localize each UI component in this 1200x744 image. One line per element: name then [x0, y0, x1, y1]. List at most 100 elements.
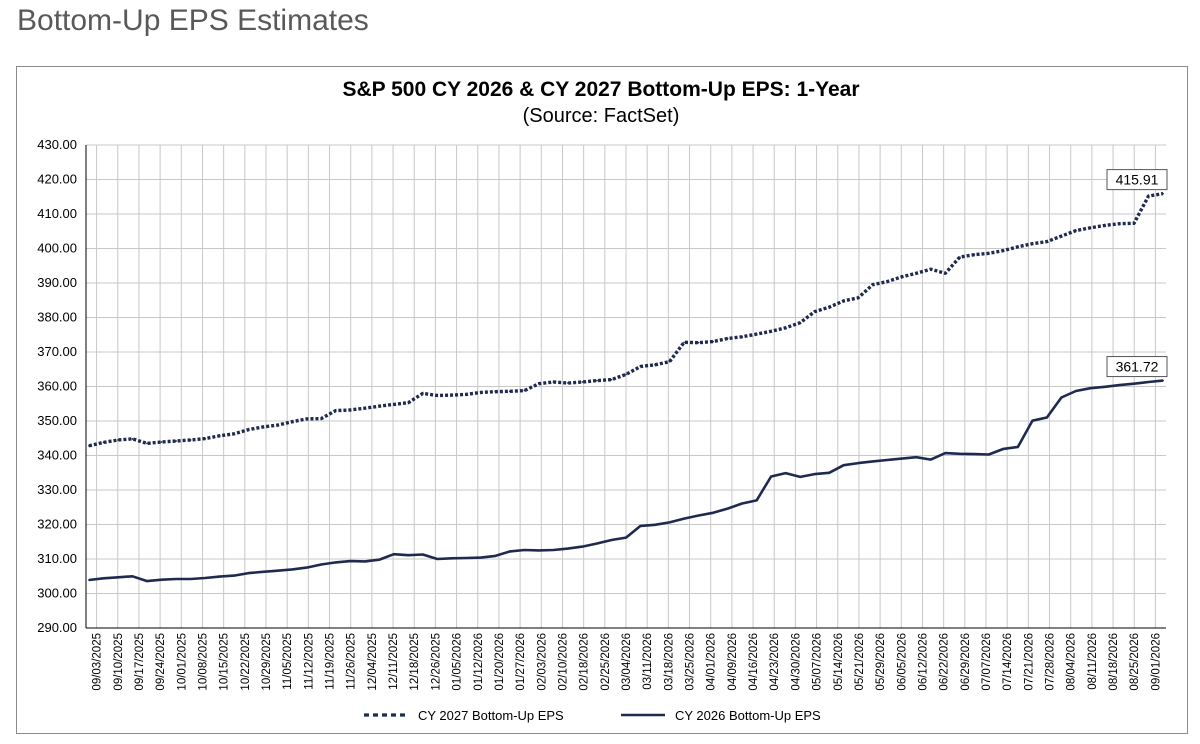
x-tick-label: 10/15/2025 [219, 633, 231, 691]
cy2027-point [276, 424, 279, 427]
cy2027-point [741, 335, 744, 338]
y-tick-label: 390.00 [37, 275, 77, 290]
cy2026-point [436, 558, 439, 560]
x-tick-label: 08/25/2026 [1129, 633, 1141, 691]
cy2027-point [842, 300, 845, 302]
cy2027-point [886, 280, 889, 283]
cy2027-point [146, 442, 148, 445]
y-tick-label: 360.00 [37, 379, 77, 394]
y-tick-label: 410.00 [37, 206, 77, 221]
cy2027-point [320, 417, 323, 420]
x-tick-label: 05/14/2026 [833, 633, 845, 691]
cy2026-point [378, 558, 381, 561]
cy2026-point [944, 452, 947, 454]
cy2026-point [697, 514, 700, 517]
cy2027-point [407, 401, 410, 404]
cy2027-point [160, 441, 163, 443]
x-tick-label: 02/10/2026 [557, 633, 569, 691]
cy2026-point [523, 549, 526, 551]
cy2027-point [596, 379, 598, 382]
cy2026-point [392, 553, 395, 556]
cy2027-point [436, 394, 439, 397]
cy2026-point [421, 553, 424, 556]
cy2026-point [538, 549, 540, 552]
series-lines [88, 191, 1164, 583]
x-tick-label: 01/12/2026 [473, 633, 485, 691]
cy2027-point [871, 283, 874, 286]
page-title: Bottom-Up EPS Estimates [17, 4, 369, 37]
cy2027-point [900, 275, 903, 278]
cy2027-point [1075, 229, 1077, 232]
cy2027-point [1016, 245, 1019, 248]
cy2026-point [1147, 381, 1150, 383]
cy2026-point [770, 475, 773, 478]
cy2027-point [755, 333, 758, 335]
cy2027-point [494, 390, 497, 393]
cy2026-point [842, 464, 845, 467]
cy2026-point [102, 577, 105, 580]
cy2026-point [349, 560, 352, 562]
cy2027-point [929, 268, 932, 271]
cy2027-point [334, 409, 337, 412]
cy2026-point [334, 561, 337, 564]
cy2026-point [1060, 396, 1063, 399]
y-tick-label: 420.00 [37, 172, 77, 187]
x-tick-label: 06/12/2026 [917, 633, 929, 691]
cy2027-point [1104, 224, 1106, 227]
cy2026-point [683, 517, 685, 520]
y-tick-label: 430.00 [37, 137, 77, 152]
cy2026-point [1162, 379, 1164, 382]
cy2027-point [770, 330, 773, 333]
cy2026-point [973, 453, 976, 456]
cy2026-point [262, 570, 265, 573]
x-tick-label: 06/29/2026 [960, 633, 972, 691]
x-tick-label: 06/05/2026 [896, 633, 908, 691]
cy2027-point [1118, 222, 1121, 225]
cy2026-point [407, 554, 410, 557]
cy2027-point [117, 439, 119, 441]
cy2026-point [654, 523, 656, 526]
cy2027-point [1162, 192, 1164, 195]
cy2027-point [349, 409, 352, 411]
cy2026-point [465, 557, 468, 559]
cy2026-point [1075, 390, 1077, 392]
cy2026-point [320, 563, 323, 566]
cy2027-point [218, 434, 221, 437]
cy2027-point [1089, 226, 1092, 229]
cy2026-point [131, 575, 134, 578]
cy2027-point [465, 393, 468, 396]
cy2027-point [247, 428, 250, 431]
legend-label-cy2026: CY 2026 Bottom-Up EPS [675, 708, 821, 723]
x-tick-label: 03/25/2026 [685, 633, 697, 691]
cy2026-point [233, 574, 236, 577]
cy2026-point [218, 575, 221, 578]
cy2026-point [189, 578, 192, 580]
x-tick-label: 09/01/2026 [1150, 633, 1162, 691]
cy2026-point [741, 502, 744, 505]
value-callout-label: 361.72 [1116, 359, 1159, 375]
cy2027-point [712, 340, 714, 343]
chart-subtitle: (Source: FactSet) [523, 105, 680, 127]
cy2026-point [1002, 448, 1005, 450]
cy2027-point [857, 296, 860, 299]
x-tick-label: 04/30/2026 [790, 633, 802, 691]
cy2026-point [712, 511, 714, 514]
cy2027-point [799, 321, 802, 324]
cy2026-point [1133, 382, 1135, 385]
x-tick-label: 01/20/2026 [494, 633, 506, 691]
cy2027-point [625, 373, 627, 376]
cy2026-point [276, 569, 279, 572]
y-tick-label: 340.00 [37, 448, 77, 463]
cy2027-point [654, 363, 656, 366]
cy2026-point [1016, 445, 1019, 448]
cy2027-point [915, 272, 918, 275]
cy2026-point [813, 473, 816, 476]
cy2026-point [799, 475, 802, 478]
cy2026-point [784, 472, 787, 474]
x-tick-label: 05/21/2026 [854, 633, 866, 691]
cy2027-point [1060, 235, 1063, 237]
x-tick-label: 09/03/2025 [92, 633, 104, 691]
cy2027-point [102, 441, 105, 444]
x-tick-label: 07/21/2026 [1023, 633, 1035, 691]
x-tick-label: 10/29/2025 [261, 633, 273, 691]
